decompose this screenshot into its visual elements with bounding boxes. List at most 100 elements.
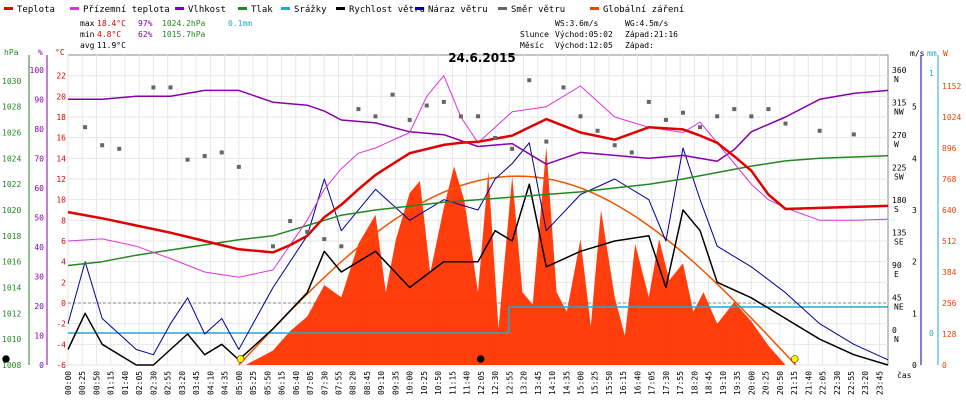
dir-tick-deg: 0 <box>892 326 897 335</box>
x-tick-label: 07:05 <box>306 371 315 395</box>
pct-tick: 70 <box>34 154 44 163</box>
stat-moon-label: Měsíc <box>520 41 544 50</box>
x-tick-label: 20:25 <box>762 371 771 395</box>
dir-tick-label: S <box>894 205 899 214</box>
wind-dir-point <box>817 128 822 133</box>
temp-tick: 2 <box>61 278 66 287</box>
temp-tick: 10 <box>56 196 66 205</box>
stat-min-temp: 4.8°C <box>97 30 121 39</box>
ms-tick: 4 <box>912 154 917 163</box>
wind-dir-point <box>646 99 651 104</box>
x-tick-label: 01:15 <box>107 371 116 395</box>
x-tick-label: 00:25 <box>78 371 87 395</box>
wind-dir-point <box>732 107 737 112</box>
wind-dir-point <box>629 150 634 155</box>
stat-min-hum: 62% <box>138 30 153 39</box>
moon-marker <box>2 355 10 363</box>
dir-tick-label: SW <box>894 173 904 182</box>
wind-dir-point <box>83 125 88 130</box>
wind-dir-point <box>441 99 446 104</box>
pct-tick: 100 <box>30 66 45 75</box>
stat-moon-set: Západ: <box>625 41 654 50</box>
pct-tick: 40 <box>34 243 44 252</box>
legend-swatch <box>281 7 290 10</box>
hpa-unit: hPa <box>4 48 19 57</box>
w-tick: 1024 <box>942 113 961 122</box>
wind-dir-point <box>305 229 310 234</box>
pct-tick: 80 <box>34 125 44 134</box>
x-tick-label: 15:25 <box>591 371 600 395</box>
x-tick-label: 22:05 <box>819 371 828 395</box>
sunrise-marker <box>236 355 245 363</box>
pct-tick: 0 <box>39 361 44 370</box>
stat-moon-rise: Východ:12:05 <box>555 41 613 50</box>
dir-tick-deg: 225 <box>892 164 907 173</box>
wind-dir-point <box>749 114 754 119</box>
dir-tick-label: N <box>894 335 899 344</box>
x-tick-label: 17:05 <box>648 371 657 395</box>
wind-dir-point <box>271 244 275 249</box>
legend-label: Náraz větru <box>428 5 488 15</box>
left-axes: hPa% °C1008101010121014101610181020102210… <box>2 48 66 370</box>
temp-tick: 18 <box>56 113 66 122</box>
wind-dir-point <box>595 128 600 133</box>
pct-tick: 60 <box>34 184 44 193</box>
legend-swatch <box>238 7 247 10</box>
x-tick-label: 23:45 <box>875 371 884 395</box>
dir-tick-label: NE <box>894 303 904 312</box>
x-tick-label: 22:55 <box>847 371 856 395</box>
hpa-tick: 1018 <box>2 232 21 241</box>
temp-tick: 0 <box>61 299 66 308</box>
x-tick-label: 02:05 <box>135 371 144 395</box>
w-tick: 512 <box>942 237 957 246</box>
ms-tick: 2 <box>912 258 917 267</box>
dir-tick-label: SE <box>894 238 904 247</box>
x-tick-label: 16:15 <box>619 371 628 395</box>
x-tick-label: 20:00 <box>747 371 756 395</box>
w-tick: 768 <box>942 175 957 184</box>
legend-swatch <box>415 7 424 10</box>
wind-dir-point <box>390 92 395 97</box>
wind-dir-point <box>612 143 617 148</box>
dir-tick-deg: 360 <box>892 66 907 75</box>
wind-dir-point <box>219 150 224 155</box>
x-tick-label: 06:40 <box>292 371 301 395</box>
wind-dir-point <box>476 114 480 119</box>
x-tick-label: 09:35 <box>391 371 400 395</box>
temperature-line <box>67 117 889 254</box>
pct-tick: 30 <box>34 272 44 281</box>
radiation-series <box>238 147 797 366</box>
stat-max-press: 1024.2hPa <box>162 19 206 28</box>
x-tick-label: 00:50 <box>92 371 101 395</box>
wind-dir-point <box>288 219 293 224</box>
pct-tick: 20 <box>34 302 44 311</box>
x-tick-label: 19:35 <box>733 371 742 395</box>
x-tick-label: 03:45 <box>192 371 201 395</box>
hpa-tick: 1028 <box>2 103 21 112</box>
x-tick-label: 11:40 <box>463 371 472 395</box>
wind-dir-point <box>544 139 549 144</box>
x-tick-label: 13:45 <box>534 371 543 395</box>
legend-label: Teplota <box>17 5 55 15</box>
wind-dir-point <box>527 78 532 83</box>
temp-tick: -2 <box>56 320 66 329</box>
x-tick-label: 12:55 <box>505 371 514 395</box>
wind-dir-point <box>407 117 412 122</box>
hpa-tick: 1022 <box>2 180 21 189</box>
mm-tick: 1 <box>929 69 934 78</box>
x-tick-label: 01:40 <box>121 371 130 395</box>
wind-dir-point <box>698 125 703 130</box>
dir-tick-label: N <box>894 75 899 84</box>
stat-min-label: min <box>80 30 95 39</box>
x-tick-label: 08:20 <box>349 371 358 395</box>
temp-tick: -4 <box>56 340 66 349</box>
x-tick-label: 20:50 <box>776 371 785 395</box>
dir-tick-label: NW <box>894 108 904 117</box>
x-tick-label: 06:15 <box>278 371 287 395</box>
mm-unit: mm <box>927 49 937 58</box>
dir-tick-label: E <box>894 270 899 279</box>
wind-dir-point <box>424 103 429 108</box>
dir-tick-deg: 315 <box>892 99 907 108</box>
wind-dir-point <box>663 117 668 122</box>
